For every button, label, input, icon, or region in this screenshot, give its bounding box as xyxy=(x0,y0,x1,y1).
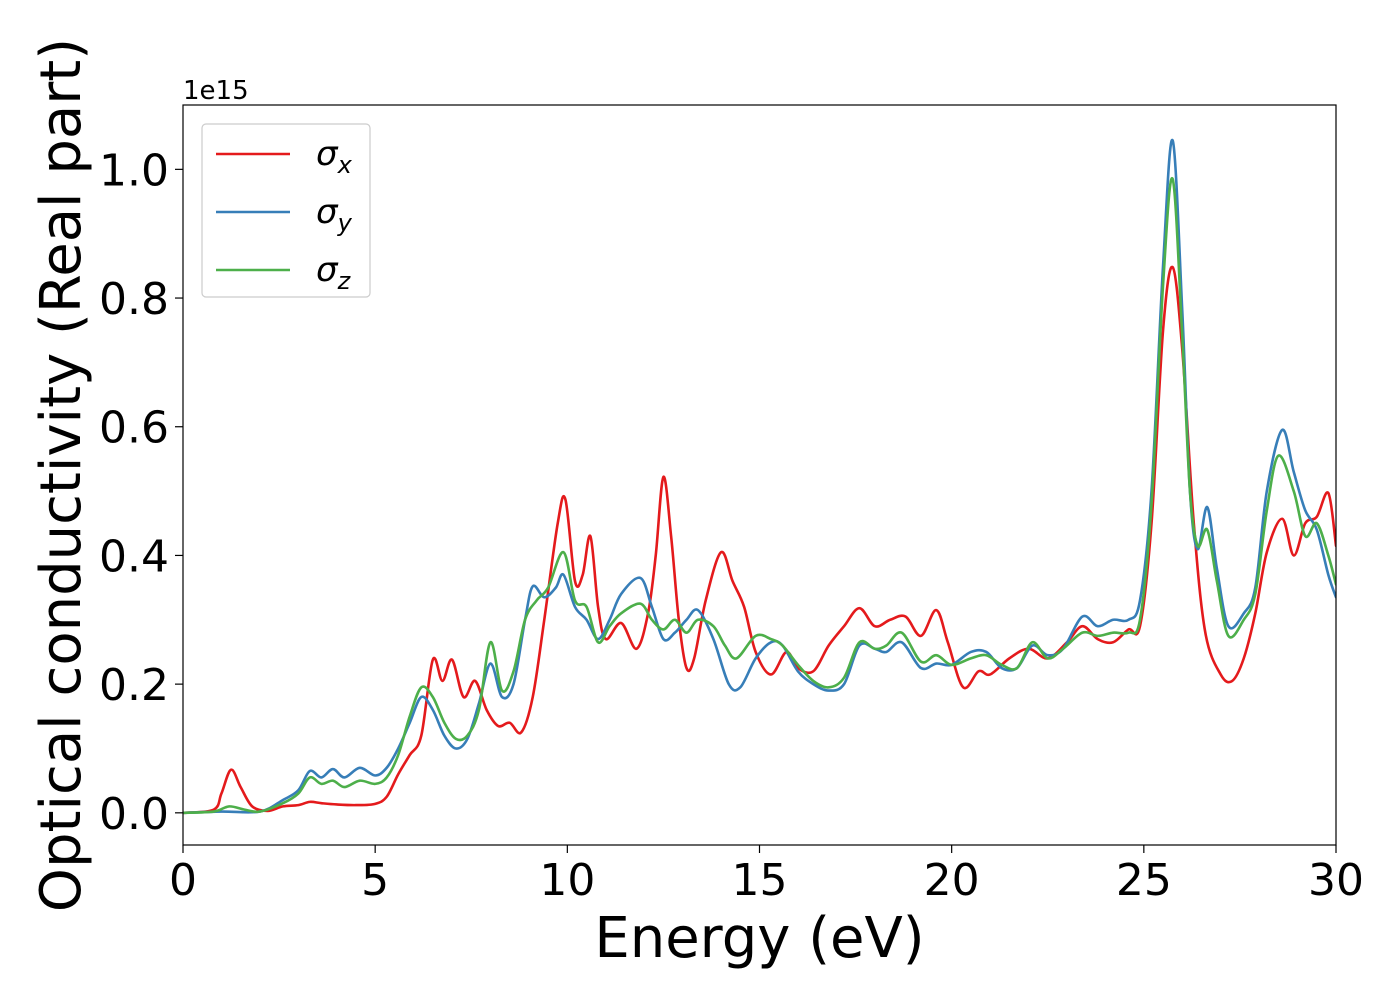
legend-entry-z: σz xyxy=(216,250,352,295)
legend-label: σy xyxy=(316,192,353,237)
legend-label: σz xyxy=(316,250,352,295)
x-tick-label: 10 xyxy=(539,855,595,906)
y-axis: 0.0 0.2 0.4 0.6 0.8 1.0 xyxy=(99,145,183,840)
x-tick-label: 5 xyxy=(361,855,389,906)
x-tick-label: 0 xyxy=(169,855,197,906)
legend-label: σx xyxy=(316,134,353,179)
x-tick-label: 25 xyxy=(1116,855,1172,906)
y-tick-label: 0.8 xyxy=(99,274,169,325)
series-line-x xyxy=(183,265,1336,815)
x-tick-label: 30 xyxy=(1308,855,1364,906)
y-tick-label: 0.6 xyxy=(99,403,169,454)
y-axis-offset-label: 1e15 xyxy=(183,76,249,106)
legend: σx σy σz xyxy=(201,123,371,298)
y-tick-label: 0.0 xyxy=(99,789,169,840)
y-tick-label: 0.4 xyxy=(99,531,169,582)
x-axis-label: Energy (eV) xyxy=(594,906,924,971)
legend-entry-y: σy xyxy=(216,192,353,237)
x-tick-label: 20 xyxy=(924,855,980,906)
y-tick-label: 0.2 xyxy=(99,660,169,711)
legend-box xyxy=(201,123,371,298)
series-layer xyxy=(183,138,1336,815)
legend-entry-x: σx xyxy=(216,134,353,179)
x-axis: 0 5 10 15 20 25 30 xyxy=(169,845,1364,906)
y-axis-label: Optical conductivity (Real part) xyxy=(29,38,94,912)
series-line-z xyxy=(183,176,1336,815)
x-tick-label: 15 xyxy=(732,855,788,906)
y-tick-label: 1.0 xyxy=(99,145,169,196)
